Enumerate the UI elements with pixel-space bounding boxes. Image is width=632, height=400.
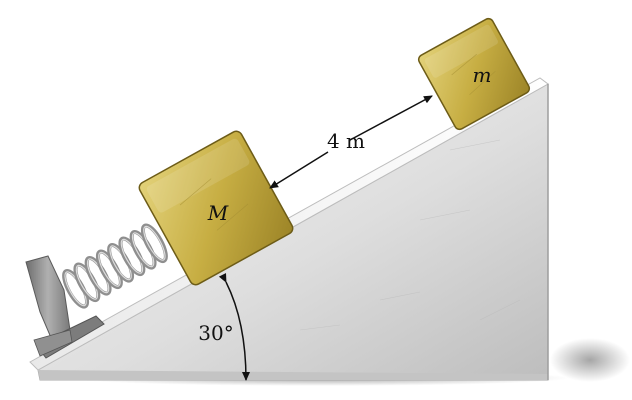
distance-label: 4 m (327, 129, 365, 153)
spring-coil-highlight (143, 225, 166, 261)
angle-arc (218, 273, 250, 381)
block-small (417, 17, 531, 131)
distance-arrow (349, 95, 433, 141)
block-large-label: M (207, 201, 229, 225)
block-large (138, 130, 294, 286)
spring-stand (25, 255, 105, 359)
spring (62, 223, 168, 309)
distance-arrow-lower (269, 151, 329, 189)
ground-shadow-right (550, 338, 630, 382)
block-small-label: m (473, 63, 492, 87)
incline-base-edge (38, 370, 548, 380)
spring-coil (140, 223, 168, 264)
incline-front-face (37, 83, 549, 381)
angle-label: 30° (198, 321, 233, 345)
